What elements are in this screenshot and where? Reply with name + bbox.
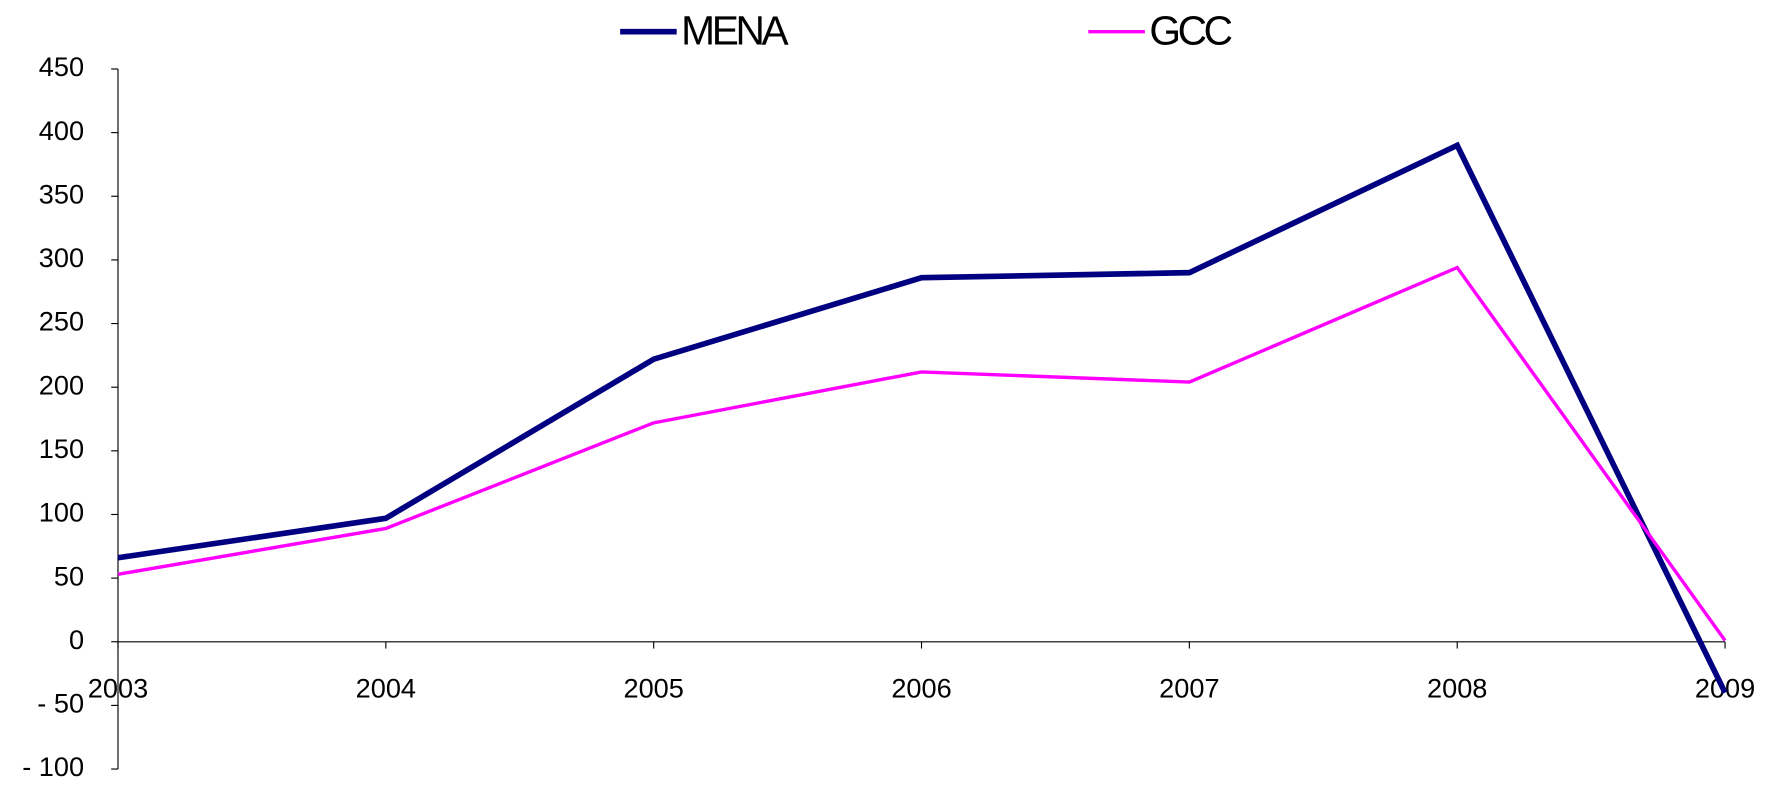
y-tick-label: 400: [39, 115, 84, 146]
y-tick-label: 150: [39, 433, 84, 464]
series-line: [117, 265, 1727, 642]
y-tick-label: 450: [39, 51, 84, 82]
y-tick-label: - 100: [22, 751, 84, 782]
y-tick-label: - 50: [37, 688, 84, 719]
x-tick-label: 2005: [624, 673, 684, 704]
x-tick-label: 2003: [88, 673, 148, 704]
y-tick-label: 350: [39, 178, 84, 209]
y-tick-label: 300: [39, 242, 84, 273]
y-tick-label: 0: [69, 624, 84, 655]
x-tick-label: 2008: [1427, 673, 1487, 704]
series-line: [117, 141, 1728, 694]
y-tick-label: 250: [39, 306, 84, 337]
legend-label: MENA: [681, 8, 789, 54]
y-tick-label: 50: [54, 560, 84, 591]
legend-label: GCC: [1149, 8, 1231, 54]
y-tick-label: 200: [39, 369, 84, 400]
x-tick-label: 2006: [891, 673, 951, 704]
x-tick-label: 2004: [356, 673, 416, 704]
x-tick-label: 2007: [1159, 673, 1219, 704]
y-tick-label: 100: [39, 497, 84, 528]
